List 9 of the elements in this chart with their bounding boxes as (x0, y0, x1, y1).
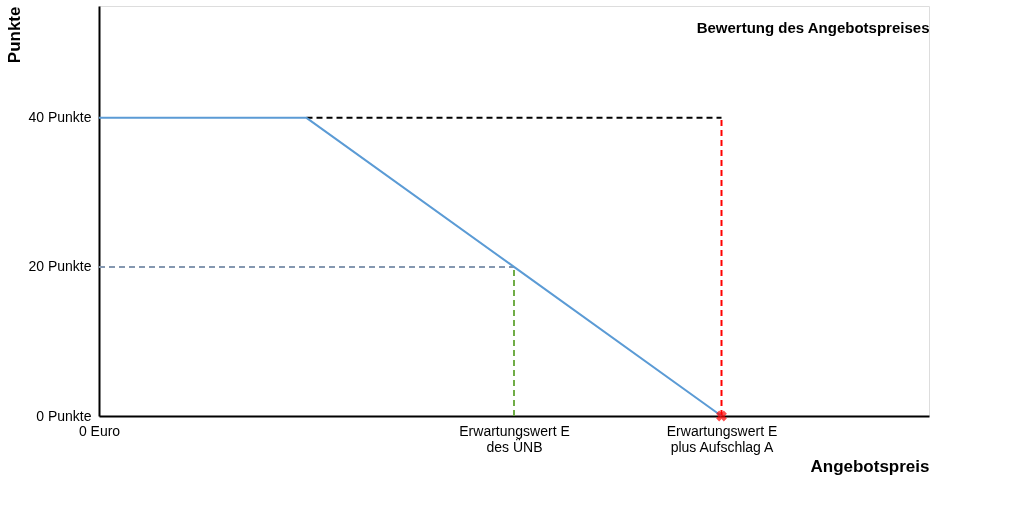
y-axis-title: Punkte (5, 6, 25, 64)
y-tick-label: 0 Punkte (36, 407, 92, 424)
text: Bewertung des Angebotspreises (696, 19, 930, 36)
x-tick-label: Erwartungswert E des ÜNB (459, 422, 570, 455)
y-tick-label: 40 Punkte (28, 109, 92, 126)
y-tick-label: 20 Punkte (28, 258, 92, 275)
x-tick-label: 0 Euro (78, 422, 121, 439)
x-axis-title: Angebotspreis (810, 456, 930, 476)
x-tick-label: Erwartungswert E plus Aufschlag A (666, 422, 778, 455)
